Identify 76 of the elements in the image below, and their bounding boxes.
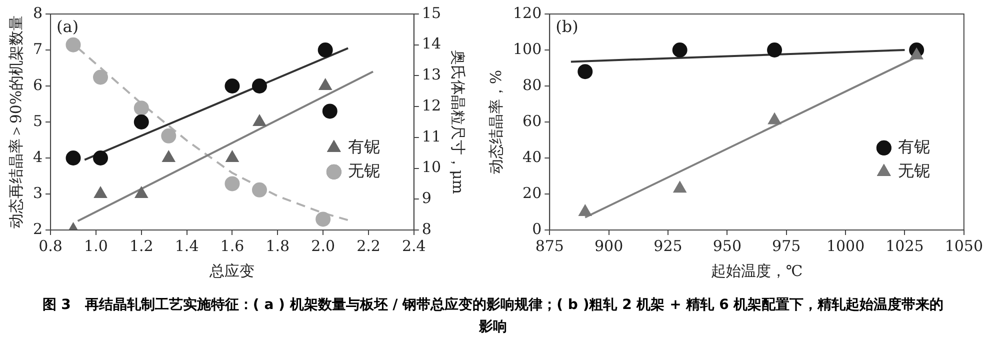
point [224,78,240,94]
y2-tick-label: 15 [422,4,442,22]
point [673,181,686,193]
x-tick-label: 1.2 [129,236,154,255]
point [252,114,266,126]
y-tick-label: 20 [522,184,542,202]
caption: 图 3 再结晶轧制工艺实施特征：( a ) 机架数量与板坯 / 钢带总应变的影响规律；( b )粗轧 2 机架 + 精轧 6 机架配置下，精轧起始温度带来的影响 [41,296,945,337]
x-tick-label: 2.0 [311,236,335,255]
point [767,42,782,58]
point [134,186,148,198]
y2-tick-label: 9 [422,189,432,208]
point [66,37,81,52]
x-tick-label: 0.8 [38,236,62,255]
x-axis-title: 起始温度，℃ [710,262,803,280]
legend-label: 有铌 [348,137,380,156]
point [318,42,333,58]
point [162,150,176,162]
point [672,42,688,58]
x-tick-label: 2.4 [402,236,426,255]
legend-label: 有铌 [898,137,930,156]
y2-tick-label: 10 [422,158,442,176]
y-tick-label: 5 [32,112,43,130]
chart-title: (b) [556,17,578,36]
point [161,128,176,144]
x-tick-label: 1025 [886,236,924,255]
x-tick-label: 1.4 [174,236,199,255]
point [578,64,593,80]
y-axis-title: 动态结晶率，% [486,70,505,174]
x-tick-label: 1.0 [84,236,108,255]
point [316,212,331,227]
y2-tick-label: 12 [422,96,442,114]
x-tick-label: 1.8 [266,236,290,255]
y-tick-label: 40 [522,148,542,166]
x-tick-label: 975 [772,236,801,255]
x-tick-label: 1.6 [220,236,244,255]
point [578,204,592,216]
x-axis-title: 总应变 [208,262,255,280]
x-tick-label: 900 [594,236,624,255]
y2-tick-label: 8 [422,220,432,238]
x-tick-label: 950 [712,236,742,255]
legend-label: 无铌 [898,161,930,180]
y2-tick-label: 13 [422,66,442,84]
y-tick-label: 3 [32,184,43,202]
point [93,70,108,85]
y2-tick-label: 14 [422,34,442,53]
x-tick-label: 875 [535,236,564,255]
y-tick-label: 80 [522,76,542,94]
point [226,150,239,162]
x-tick-label: 1000 [826,236,865,255]
point [322,104,338,119]
y-tick-label: 7 [32,40,43,58]
point [134,114,149,130]
point [94,186,108,198]
y-tick-label: 0 [532,220,542,238]
point [93,150,108,166]
x-tick-label: 2.2 [356,236,380,255]
legend-label: 无铌 [348,161,380,180]
y-tick-label: 6 [32,76,43,94]
chart-title: (a) [56,17,79,36]
y-tick-label: 100 [512,40,542,58]
point [224,176,240,192]
y-tick-label: 4 [32,148,43,166]
point [134,100,149,116]
y-tick-label: 2 [32,220,43,238]
point [252,78,267,94]
y-tick-label: 8 [32,4,43,22]
x-tick-label: 1050 [944,236,984,255]
y2-axis-title: 奥氏体晶粒尺寸，μm [449,50,468,194]
y-tick-label: 60 [522,112,542,130]
point [66,150,81,166]
point [252,182,267,198]
point [768,112,782,124]
y2-tick-label: 11 [422,127,442,146]
y-tick-label: 120 [512,4,542,22]
y-axis-title: 动态再结晶率＞90%的机架数量 [6,15,25,229]
x-tick-label: 925 [654,236,682,255]
